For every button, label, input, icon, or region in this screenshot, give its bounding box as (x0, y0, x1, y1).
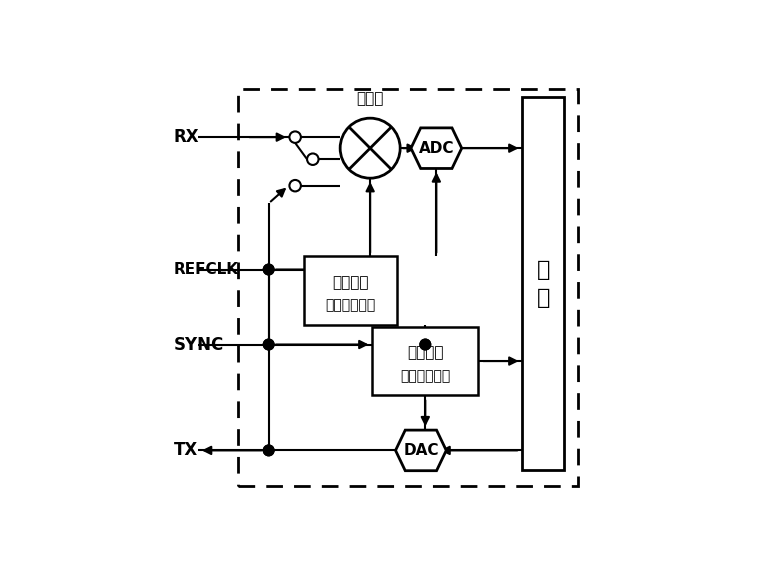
Circle shape (263, 264, 274, 275)
Circle shape (307, 154, 319, 165)
Text: 数
字: 数 字 (537, 260, 550, 308)
Bar (522, 97, 565, 470)
Polygon shape (396, 430, 446, 470)
Text: RX: RX (174, 128, 199, 146)
Circle shape (263, 339, 274, 350)
Bar (237, 89, 578, 486)
Bar (304, 256, 396, 325)
Circle shape (289, 180, 301, 191)
Text: （整数频综）: （整数频综） (400, 369, 451, 383)
Circle shape (289, 131, 301, 143)
Circle shape (420, 339, 431, 350)
Text: DAC: DAC (403, 443, 438, 458)
Circle shape (263, 339, 274, 350)
Text: 发射本振: 发射本振 (407, 346, 444, 360)
Circle shape (420, 339, 431, 350)
Circle shape (263, 445, 274, 456)
Circle shape (263, 264, 274, 275)
Circle shape (340, 118, 400, 178)
Circle shape (263, 445, 274, 456)
Bar (372, 327, 478, 395)
Text: 接收本振: 接收本振 (332, 275, 368, 290)
Text: SYNC: SYNC (174, 336, 224, 354)
Text: TX: TX (174, 441, 198, 460)
Text: REFCLK: REFCLK (174, 262, 239, 277)
Text: ADC: ADC (419, 141, 454, 156)
Text: （小数频综）: （小数频综） (325, 299, 375, 312)
Polygon shape (411, 128, 462, 168)
Text: 混频器: 混频器 (356, 91, 384, 106)
